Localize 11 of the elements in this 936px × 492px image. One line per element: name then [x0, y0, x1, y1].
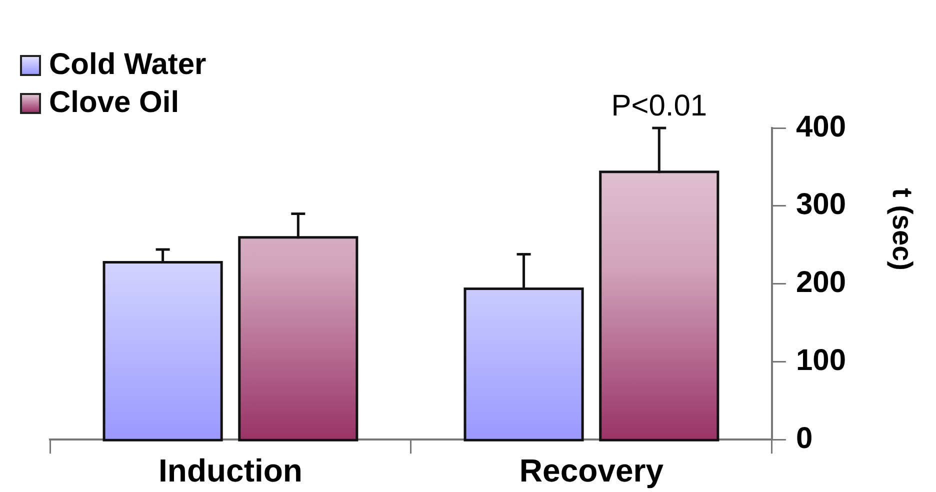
- legend-label: Cold Water: [49, 47, 206, 83]
- text: P<0.01: [611, 89, 708, 122]
- y-tick-label: 400: [796, 110, 846, 144]
- y-tick-label: 100: [796, 344, 846, 377]
- y-tick-label: 200: [796, 266, 846, 300]
- x-tick-label: Recovery: [519, 452, 664, 489]
- y-tick-label: 0: [796, 422, 813, 455]
- y-axis-title: t (sec): [886, 188, 918, 270]
- y-tick-label: 300: [796, 188, 846, 222]
- x-tick-label: Induction: [158, 452, 302, 489]
- legend-label: Clove Oil: [49, 85, 180, 121]
